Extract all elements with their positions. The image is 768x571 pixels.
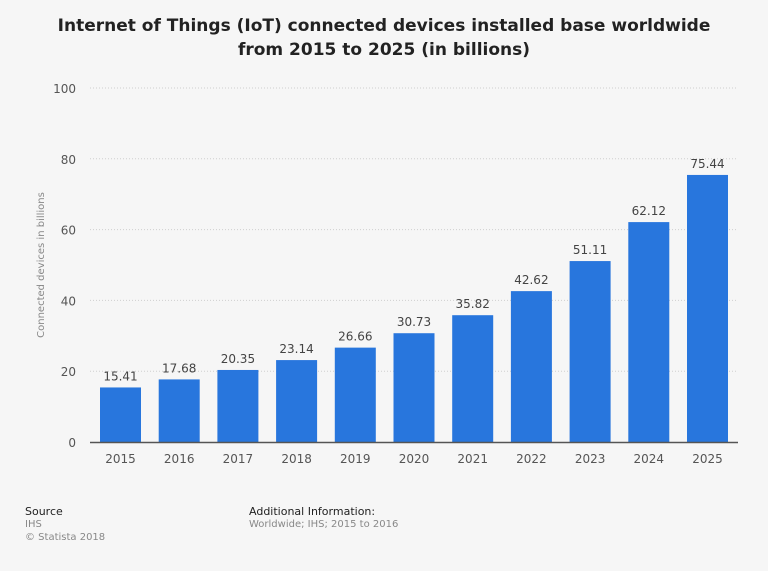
data-label: 17.68	[162, 361, 196, 375]
bar-2025[interactable]	[687, 174, 728, 443]
y-tick-label: 0	[68, 436, 76, 450]
x-tick-label: 2025	[692, 452, 723, 466]
chart-title: Internet of Things (IoT) connected devic…	[0, 14, 768, 62]
x-tick-label: 2020	[399, 452, 430, 466]
data-label: 62.12	[632, 204, 666, 218]
data-label: 75.44	[690, 157, 724, 171]
copyright: © Statista 2018	[25, 532, 106, 543]
bar-2017[interactable]	[217, 369, 259, 442]
bar-2023[interactable]	[569, 261, 611, 442]
data-label: 20.35	[221, 352, 255, 366]
x-tick-label: 2021	[457, 452, 488, 466]
y-tick-label: 80	[61, 153, 76, 167]
title-line-1: Internet of Things (IoT) connected devic…	[57, 16, 711, 36]
x-tick-label: 2019	[340, 452, 371, 466]
bar-2015[interactable]	[100, 387, 141, 442]
source-block: Source IHS © Statista 2018	[25, 505, 105, 544]
data-label: 15.41	[103, 369, 137, 383]
data-label: 51.11	[573, 243, 607, 257]
bar-2016[interactable]	[158, 379, 200, 442]
additional-info-value: Worldwide; IHS; 2015 to 2016	[249, 519, 399, 530]
bar-2022[interactable]	[510, 291, 552, 442]
additional-info-label: Additional Information:	[249, 505, 376, 518]
source-label: Source	[25, 505, 63, 518]
bar-2021[interactable]	[452, 315, 494, 442]
data-label: 30.73	[397, 315, 431, 329]
data-label: 23.14	[279, 342, 313, 356]
y-tick-label: 40	[61, 294, 76, 308]
title-line-2: from 2015 to 2025 (in billions)	[237, 40, 531, 60]
x-tick-label: 2023	[575, 452, 606, 466]
additional-info-block: Additional Information: Worldwide; IHS; …	[249, 505, 398, 531]
bar-2018[interactable]	[276, 360, 318, 442]
bar-2024[interactable]	[628, 222, 670, 442]
data-label: 35.82	[456, 297, 490, 311]
y-tick-label: 60	[61, 224, 76, 238]
bar-2020[interactable]	[393, 333, 435, 442]
x-tick-label: 2016	[164, 452, 195, 466]
data-label: 42.62	[514, 273, 548, 287]
y-axis-label: Connected devices in billions	[36, 192, 47, 338]
source-value: IHS	[25, 519, 42, 530]
x-tick-label: 2017	[223, 452, 254, 466]
y-tick-label: 100	[53, 82, 76, 96]
data-label: 26.66	[338, 330, 372, 344]
x-tick-label: 2022	[516, 452, 547, 466]
bar-2019[interactable]	[334, 347, 376, 442]
x-tick-label: 2015	[105, 452, 136, 466]
x-tick-label: 2018	[281, 452, 312, 466]
y-tick-label: 20	[61, 365, 76, 379]
x-tick-label: 2024	[634, 452, 665, 466]
bar-chart: 0 20 40 60 80 100 Connected devices in billion…	[36, 82, 738, 466]
